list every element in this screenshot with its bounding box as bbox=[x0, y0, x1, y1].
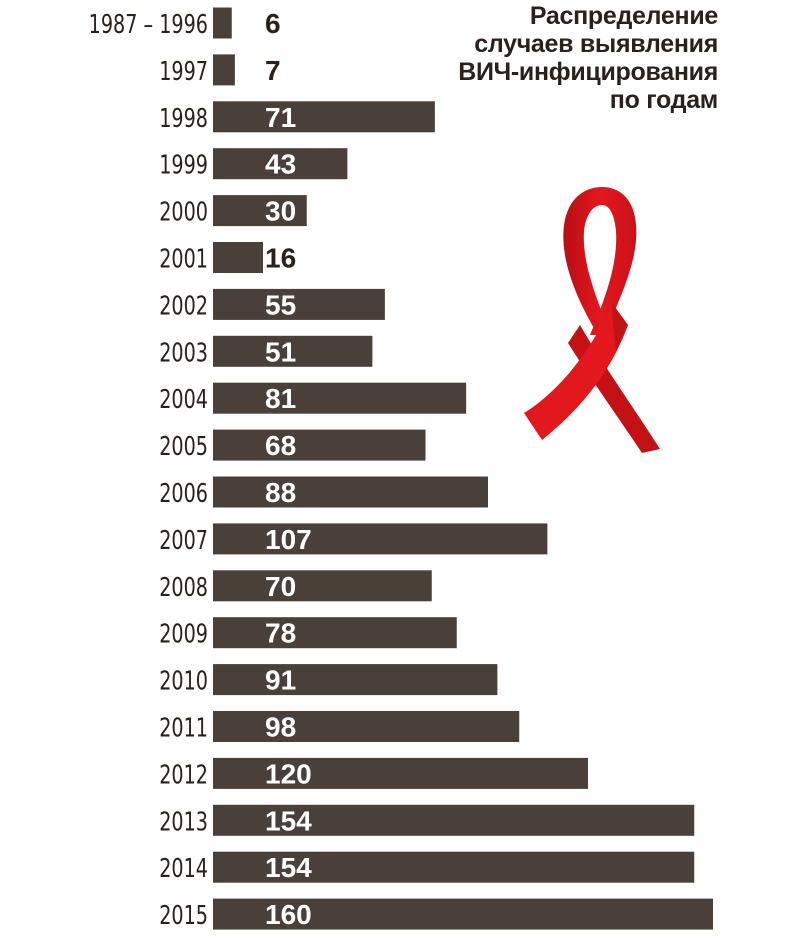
category-label-16: 2011 bbox=[159, 712, 208, 743]
bar-2 bbox=[213, 54, 235, 86]
awareness-ribbon-icon bbox=[524, 187, 660, 453]
category-label-19: 2014 bbox=[159, 853, 208, 884]
bar-16 bbox=[213, 711, 520, 742]
value-label-18: 154 bbox=[265, 805, 312, 836]
value-label-14: 78 bbox=[265, 618, 296, 649]
bar-19 bbox=[213, 851, 695, 883]
category-label-10: 2005 bbox=[159, 431, 208, 462]
chart-title-line-1: Распределение bbox=[529, 2, 718, 30]
value-label-15: 91 bbox=[265, 665, 296, 696]
chart-title: Распределение случаев выявления ВИЧ-инфи… bbox=[458, 2, 718, 114]
value-label-4: 43 bbox=[265, 149, 296, 180]
value-label-20: 160 bbox=[265, 899, 312, 930]
value-label-6: 16 bbox=[265, 243, 296, 274]
bar-3 bbox=[213, 101, 435, 133]
category-label-8: 2003 bbox=[159, 337, 208, 368]
value-label-10: 68 bbox=[265, 430, 296, 461]
value-label-13: 70 bbox=[265, 571, 296, 602]
bar-7 bbox=[213, 288, 385, 320]
category-label-6: 2001 bbox=[159, 243, 208, 274]
category-label-3: 1998 bbox=[159, 103, 208, 134]
category-label-4: 1999 bbox=[159, 150, 208, 181]
category-label-2: 1997 bbox=[159, 56, 208, 87]
category-label-9: 2004 bbox=[159, 384, 208, 415]
chart-title-line-3: ВИЧ-инфицирования bbox=[458, 58, 718, 86]
category-label-1: 1987 – 1996 bbox=[89, 9, 208, 40]
category-label-14: 2009 bbox=[159, 619, 208, 650]
category-label-7: 2002 bbox=[159, 290, 208, 321]
value-label-12: 107 bbox=[265, 524, 312, 555]
bar-13 bbox=[213, 570, 432, 602]
category-label-15: 2010 bbox=[159, 666, 208, 697]
value-label-9: 81 bbox=[265, 383, 296, 414]
bar-14 bbox=[213, 617, 457, 649]
bar-12 bbox=[213, 523, 548, 555]
value-label-2: 7 bbox=[265, 55, 281, 86]
value-label-1: 6 bbox=[265, 8, 281, 39]
bar-5 bbox=[213, 195, 307, 227]
bar-17 bbox=[213, 757, 588, 789]
value-label-16: 98 bbox=[265, 712, 296, 743]
bar-11 bbox=[213, 476, 488, 508]
bar-6 bbox=[213, 242, 263, 273]
bar-20 bbox=[213, 898, 713, 930]
category-label-5: 2000 bbox=[159, 197, 208, 228]
value-label-19: 154 bbox=[265, 852, 312, 883]
category-label-11: 2006 bbox=[159, 478, 208, 509]
bar-10 bbox=[213, 429, 426, 461]
category-label-12: 2007 bbox=[159, 525, 208, 556]
bar-8 bbox=[213, 335, 373, 367]
chart-title-line-4: по годам bbox=[609, 86, 719, 114]
value-label-11: 88 bbox=[265, 477, 296, 508]
value-label-8: 51 bbox=[265, 336, 296, 367]
category-label-18: 2013 bbox=[159, 806, 208, 837]
bar-1 bbox=[213, 7, 232, 39]
value-label-17: 120 bbox=[265, 758, 312, 789]
chart-title-line-2: случаев выявления bbox=[474, 30, 718, 58]
bar-4 bbox=[213, 148, 348, 180]
bar-9 bbox=[213, 382, 467, 414]
bar-18 bbox=[213, 804, 695, 836]
value-label-5: 30 bbox=[265, 196, 296, 227]
bar-15 bbox=[213, 664, 498, 696]
category-label-13: 2008 bbox=[159, 572, 208, 603]
value-label-7: 55 bbox=[265, 289, 296, 320]
category-label-17: 2012 bbox=[159, 759, 208, 790]
category-label-20: 2015 bbox=[159, 900, 208, 931]
value-label-3: 71 bbox=[265, 102, 296, 133]
